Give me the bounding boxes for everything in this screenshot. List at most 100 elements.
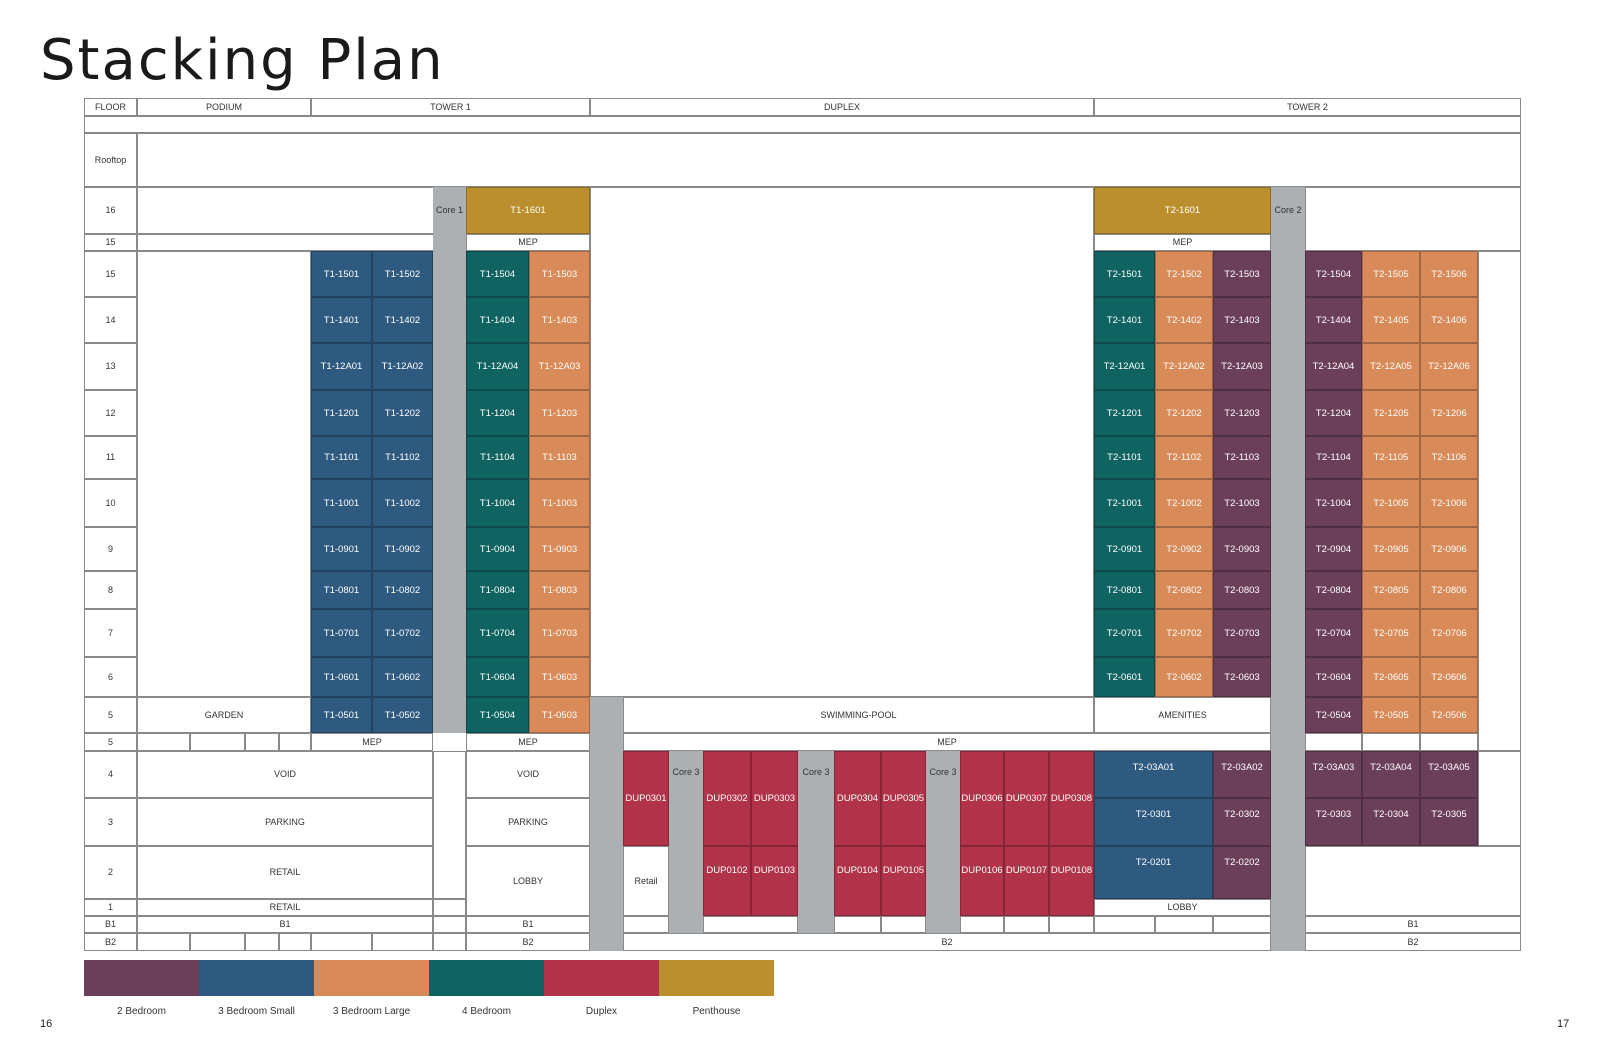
unit-tower2: T2-1102	[1155, 436, 1213, 479]
legend-label: 3 Bedroom Small	[218, 1006, 295, 1017]
unit-tower1: T1-1003	[529, 479, 590, 527]
unit-tower2: T2-0704	[1305, 609, 1362, 657]
unit-tower2: T2-1205	[1362, 390, 1420, 436]
unit-tower1: T1-0904	[466, 527, 529, 571]
floor-label-f5: 5	[84, 697, 137, 733]
unit-duplex: DUP0104	[834, 846, 881, 916]
unit-tower1: T1-0604	[466, 657, 529, 697]
lobby-tower2: LOBBY	[1094, 899, 1271, 916]
unit-tower1: T1-0502	[372, 697, 433, 733]
unit-tower2: T2-12A03	[1213, 343, 1271, 390]
podium-mep-slot	[245, 733, 279, 751]
legend-swatch	[314, 960, 429, 996]
unit-tower2: T2-0801	[1094, 571, 1155, 609]
legend-label: Duplex	[585, 1006, 618, 1017]
core-1-label: Core 1	[433, 187, 466, 234]
unit-tower1: T1-1404	[466, 297, 529, 343]
unit-tower1: T1-0702	[372, 609, 433, 657]
unit-tower1: T1-1101	[311, 436, 372, 479]
unit-tower2: T2-1405	[1362, 297, 1420, 343]
legend-label: 4 Bedroom	[462, 1006, 511, 1017]
unit-tower2: T2-0604	[1305, 657, 1362, 697]
floor-label-b1: B1	[84, 916, 137, 933]
unit-penthouse: T2-1601	[1094, 187, 1271, 234]
unit-duplex: DUP0304	[834, 751, 881, 846]
basement-b1-slot	[834, 916, 881, 933]
floor-label-f11: 11	[84, 436, 137, 479]
unit-tower1: T1-1504	[466, 251, 529, 297]
core-1-column	[433, 187, 466, 733]
unit-tower2: T2-0705	[1362, 609, 1420, 657]
tower2-empty-top	[1305, 187, 1521, 251]
unit-tower2: T2-1106	[1420, 436, 1478, 479]
unit-tower2: T2-0605	[1362, 657, 1420, 697]
basement-b1-slot	[1155, 916, 1213, 933]
basement-b1-slot	[1213, 916, 1271, 933]
unit-tower2: T2-0302	[1213, 798, 1271, 846]
unit-tower2: T2-0906	[1420, 527, 1478, 571]
rooftop-area	[137, 133, 1521, 187]
basement-b2-slot	[245, 933, 279, 951]
basement-b2-slot	[137, 933, 190, 951]
unit-tower2: T2-0703	[1213, 609, 1271, 657]
void-tower1: VOID	[466, 751, 590, 798]
unit-tower2: T2-1506	[1420, 251, 1478, 297]
unit-tower2: T2-0301	[1094, 798, 1213, 846]
unit-tower1: T1-1102	[372, 436, 433, 479]
unit-tower2: T2-1403	[1213, 297, 1271, 343]
unit-tower2: T2-1103	[1213, 436, 1271, 479]
floor-label-f6: 6	[84, 657, 137, 697]
unit-tower2: T2-1005	[1362, 479, 1420, 527]
unit-tower2: T2-0701	[1094, 609, 1155, 657]
tower1-core-low-gap	[433, 751, 466, 899]
unit-tower2: T2-1003	[1213, 479, 1271, 527]
unit-tower2: T2-0505	[1362, 697, 1420, 733]
unit-tower1: T1-0901	[311, 527, 372, 571]
page-title: Stacking Plan	[40, 28, 445, 93]
basement-b1-tower2: B1	[1305, 916, 1521, 933]
floor-label-f12: 12	[84, 390, 137, 436]
unit-tower2: T2-1001	[1094, 479, 1155, 527]
unit-tower1: T1-1502	[372, 251, 433, 297]
podium-empty-upper	[137, 251, 311, 697]
unit-tower2: T2-03A04	[1362, 751, 1420, 798]
unit-tower1: T1-0504	[466, 697, 529, 733]
basement-b1-slot	[1004, 916, 1049, 933]
tower2-empty-low	[1305, 846, 1521, 916]
unit-tower1: T1-0703	[529, 609, 590, 657]
unit-tower1: T1-0903	[529, 527, 590, 571]
unit-tower2: T2-12A04	[1305, 343, 1362, 390]
unit-tower1: T1-0602	[372, 657, 433, 697]
unit-tower2: T2-0706	[1420, 609, 1478, 657]
unit-tower2: T2-03A03	[1305, 751, 1362, 798]
unit-tower2: T2-1401	[1094, 297, 1155, 343]
unit-tower1: T1-1201	[311, 390, 372, 436]
legend-label: Penthouse	[692, 1006, 741, 1017]
amenities-area: AMENITIES	[1094, 697, 1271, 733]
basement-b1-slot	[1049, 916, 1094, 933]
unit-tower1: T1-0603	[529, 657, 590, 697]
mep-tower1-15: MEP	[466, 234, 590, 251]
header-tower-2: TOWER 2	[1094, 98, 1521, 116]
unit-duplex: DUP0307	[1004, 751, 1049, 846]
unit-tower2: T2-12A02	[1155, 343, 1213, 390]
legend-swatch	[429, 960, 544, 996]
floor-label-rooftop: Rooftop	[84, 133, 137, 187]
legend-swatch	[544, 960, 659, 996]
unit-tower2: T2-1104	[1305, 436, 1362, 479]
unit-tower2: T2-1002	[1155, 479, 1213, 527]
floor-label-f10: 10	[84, 479, 137, 527]
tower2-mep-slot	[1305, 733, 1362, 751]
header-spacer-row	[84, 116, 1521, 133]
basement-b2-duplex: B2	[623, 933, 1271, 951]
unit-duplex: DUP0102	[703, 846, 751, 916]
unit-tower2: T2-1202	[1155, 390, 1213, 436]
unit-tower2: T2-0303	[1305, 798, 1362, 846]
unit-tower1: T1-0801	[311, 571, 372, 609]
unit-tower1: T1-0704	[466, 609, 529, 657]
parking-podium: PARKING	[137, 798, 433, 846]
header-tower-1: TOWER 1	[311, 98, 590, 116]
basement-b1-core1	[433, 916, 466, 933]
header-podium: PODIUM	[137, 98, 311, 116]
unit-tower2: T2-1402	[1155, 297, 1213, 343]
